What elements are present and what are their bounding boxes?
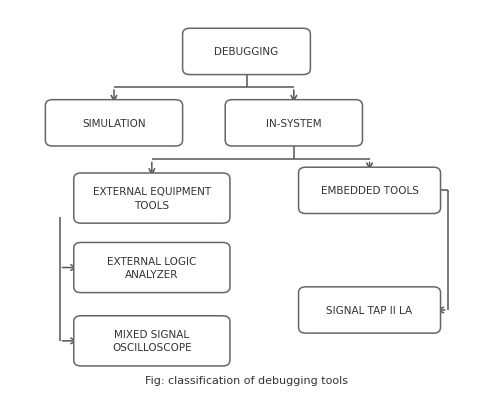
Text: SIMULATION: SIMULATION bbox=[82, 119, 146, 128]
FancyBboxPatch shape bbox=[74, 174, 230, 224]
FancyBboxPatch shape bbox=[182, 29, 311, 75]
FancyBboxPatch shape bbox=[74, 243, 230, 293]
Text: EXTERNAL LOGIC
ANALYZER: EXTERNAL LOGIC ANALYZER bbox=[107, 256, 197, 279]
Text: DEBUGGING: DEBUGGING bbox=[214, 47, 279, 57]
FancyBboxPatch shape bbox=[74, 316, 230, 366]
Text: EXTERNAL EQUIPMENT
TOOLS: EXTERNAL EQUIPMENT TOOLS bbox=[93, 187, 211, 210]
FancyBboxPatch shape bbox=[45, 100, 182, 147]
Text: SIGNAL TAP II LA: SIGNAL TAP II LA bbox=[326, 305, 413, 315]
Text: MIXED SIGNAL
OSCILLOSCOPE: MIXED SIGNAL OSCILLOSCOPE bbox=[112, 330, 192, 352]
Text: Fig: classification of debugging tools: Fig: classification of debugging tools bbox=[145, 375, 348, 385]
FancyBboxPatch shape bbox=[299, 168, 441, 214]
Text: EMBEDDED TOOLS: EMBEDDED TOOLS bbox=[320, 186, 419, 196]
Text: IN-SYSTEM: IN-SYSTEM bbox=[266, 119, 321, 128]
FancyBboxPatch shape bbox=[225, 100, 362, 147]
FancyBboxPatch shape bbox=[299, 287, 441, 333]
